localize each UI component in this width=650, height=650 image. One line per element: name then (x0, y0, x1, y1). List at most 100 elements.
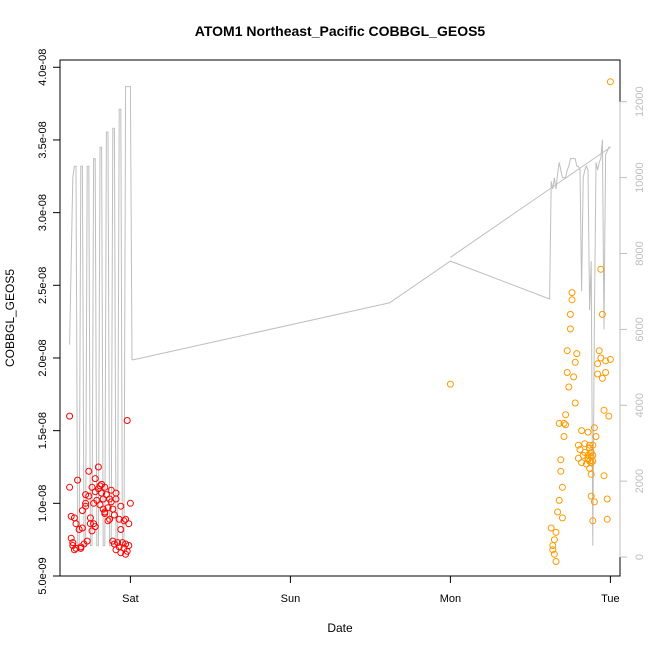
data-point-orange (557, 467, 565, 475)
data-point-orange (555, 496, 563, 504)
data-point-orange (594, 360, 602, 368)
data-point-red (82, 491, 90, 499)
data-point-orange (555, 419, 563, 427)
data-point-red (72, 544, 80, 552)
data-point-red (96, 501, 104, 509)
data-point-orange (568, 289, 576, 297)
y-axis-label: COBBGL_GEOS5 (3, 269, 17, 367)
left-axis-tick-label: 1.0e-08 (37, 485, 49, 522)
data-point-orange (578, 459, 586, 467)
data-point-orange (552, 558, 560, 565)
data-point-orange (590, 424, 598, 432)
left-axis-tick-label: 5.0e-09 (37, 557, 49, 594)
chart-title: ATOM1 Northeast_Pacific COBBGL_GEOS5 (195, 23, 486, 39)
data-point-orange (606, 78, 614, 86)
data-point-orange (558, 483, 566, 491)
data-point-red (70, 546, 78, 554)
data-point-red (88, 527, 96, 535)
data-point-red (83, 537, 91, 545)
data-point-orange (589, 457, 597, 465)
x-axis-tick-label: Mon (440, 593, 461, 605)
data-point-orange (600, 406, 608, 414)
x-axis-label: Date (327, 621, 353, 635)
data-point-orange (589, 517, 597, 525)
data-point-red (114, 539, 122, 547)
data-point-red (117, 526, 125, 533)
data-point-orange (578, 427, 586, 435)
altitude-series (69, 86, 611, 547)
data-point-orange (600, 472, 608, 480)
data-point-orange (570, 373, 578, 381)
data-point-orange (584, 428, 592, 436)
data-point-orange (554, 508, 562, 516)
data-point-red (91, 475, 99, 483)
data-point-red (66, 412, 74, 420)
data-point-red (117, 502, 125, 510)
data-point-red (96, 482, 104, 490)
data-point-orange (563, 369, 571, 376)
x-axis-tick-label: Sat (122, 593, 139, 605)
data-point-red (98, 480, 106, 488)
data-point-orange (571, 358, 579, 366)
left-axis-tick-label: 3.5e-08 (37, 121, 49, 158)
data-point-orange (573, 350, 581, 358)
data-point-red (94, 463, 102, 471)
data-point-orange (598, 310, 606, 318)
data-point-orange (550, 550, 558, 558)
data-point-red (110, 511, 118, 519)
data-point-red (67, 512, 75, 520)
left-axis-tick-label: 2.0e-08 (37, 339, 49, 376)
data-point-orange (562, 411, 570, 419)
data-point-red (85, 492, 93, 500)
data-point-red (126, 499, 134, 507)
data-point-red (77, 543, 85, 551)
data-point-red (106, 515, 114, 523)
left-axis-tick-label: 2.5e-08 (37, 267, 49, 304)
altitude-line (69, 86, 611, 547)
data-point-orange (560, 419, 568, 427)
data-point-red (122, 540, 130, 548)
right-axis-tick-label: 2000 (634, 469, 646, 493)
data-point-orange (586, 444, 594, 452)
data-point-orange (606, 355, 614, 363)
data-point-orange (595, 347, 603, 355)
data-point-red (112, 489, 120, 497)
left-axis-tick-label: 4.0e-08 (37, 49, 49, 86)
data-point-red (72, 520, 80, 528)
data-point-orange (605, 412, 613, 420)
right-axis-tick-label: 10000 (634, 162, 646, 193)
data-point-orange (586, 457, 594, 465)
data-point-orange (557, 456, 565, 464)
x-axis: Sat Sun Mon Tue (122, 575, 620, 605)
data-point-orange (581, 440, 589, 448)
data-point-orange (592, 433, 600, 440)
data-point-red (101, 508, 109, 516)
left-axis-tick-label: 3.0e-08 (37, 194, 49, 231)
data-point-orange (603, 495, 611, 503)
data-point-red (69, 539, 77, 547)
data-point-red (123, 417, 131, 424)
data-point-orange (566, 325, 574, 333)
data-point-orange (587, 492, 595, 500)
data-point-orange (446, 380, 454, 388)
data-point-orange (563, 347, 571, 355)
data-point-red (74, 476, 82, 484)
data-point-red (75, 526, 83, 533)
data-point-orange (552, 528, 560, 536)
data-point-red (67, 534, 75, 542)
data-point-red (66, 483, 74, 491)
left-axis-tick-label: 1.5e-08 (37, 412, 49, 449)
data-point-red (82, 502, 90, 510)
x-axis-tick-label: Tue (601, 593, 620, 605)
data-point-orange (587, 470, 595, 478)
right-axis-tick-label: 8000 (634, 241, 646, 265)
right-y-axis: 0 2000 4000 6000 8000 10000 12000 (619, 86, 646, 560)
data-point-orange (558, 514, 566, 522)
data-point-orange (597, 265, 605, 273)
data-point-orange (587, 459, 595, 467)
left-y-axis: 5.0e-09 1.0e-08 1.5e-08 2.0e-08 2.5e-08 3.0e-… (37, 49, 61, 595)
right-axis-tick-label: 4000 (634, 393, 646, 417)
data-point-orange (549, 546, 557, 554)
data-point-orange (565, 383, 573, 391)
data-point-orange (568, 296, 576, 304)
